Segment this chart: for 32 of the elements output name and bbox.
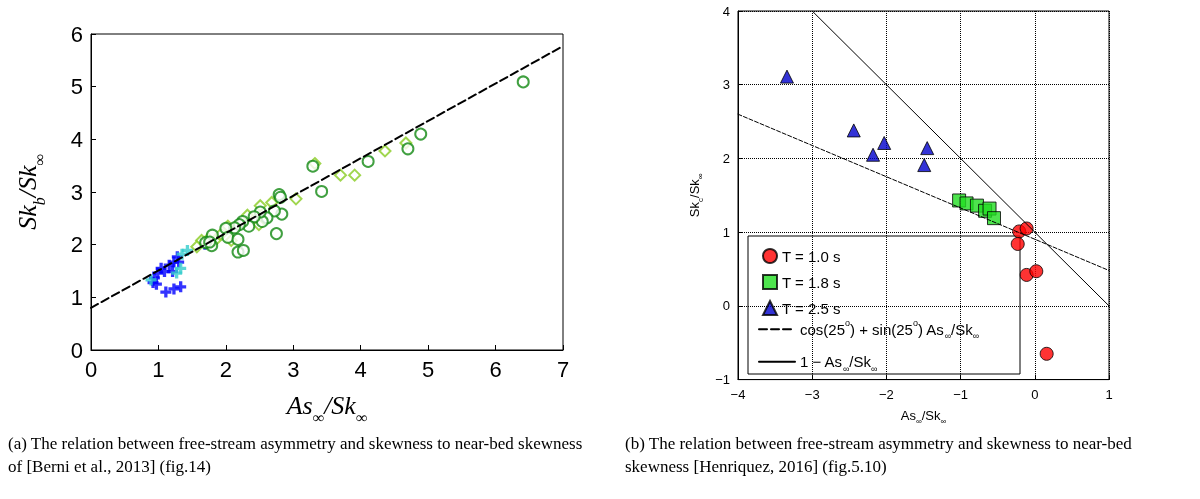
y-tick-label: 3 (70, 179, 83, 205)
x-tick-label: 5 (422, 356, 435, 382)
y-tick-label: 2 (722, 150, 730, 166)
x-tick-label: 6 (489, 356, 502, 382)
x-tick-label: −3 (804, 386, 820, 402)
y-tick-label: 0 (722, 298, 730, 314)
y-tick-label: 4 (722, 3, 730, 19)
y-tick-label: 1 (70, 284, 83, 310)
legend-label: 1 − As∞/Sk∞ (800, 353, 878, 374)
y-axis-title: Skb/Sk∞ (13, 154, 48, 230)
x-tick-label: 0 (1031, 386, 1039, 402)
y-tick-label: 4 (70, 126, 83, 152)
text: (b) The relation between free-stream asymmetry and skewness to near-bed skewness [Henriquez, 2016] (fig.5.10) (625, 433, 1133, 478)
x-tick-label: 1 (152, 356, 165, 382)
y-tick-label: 1 (722, 224, 730, 240)
x-tick-label: −2 (878, 386, 894, 402)
y-tick-label: 2 (70, 232, 83, 258)
x-tick-label: 2 (219, 356, 232, 382)
y-tick-label: 5 (70, 74, 83, 100)
y-tick-label: 0 (70, 337, 83, 363)
x-tick-label: 7 (556, 356, 570, 382)
y-tick-label: 3 (722, 77, 730, 93)
text: (a) The relation between free-stream asymmetry and skewness to near-bed skewness of [Berni et al., 2013] (fig.14) (8, 433, 584, 478)
x-axis-title: As∞/Sk∞ (284, 391, 368, 426)
x-axis-title: As∞/Sk∞ (900, 407, 947, 426)
y-axis-title: Skc/Sk∞ (687, 173, 705, 218)
x-tick-label: −1 (953, 386, 969, 402)
x-tick-label: −4 (730, 386, 746, 402)
y-tick-label: 6 (70, 21, 83, 47)
x-tick-label: 4 (354, 356, 367, 382)
x-tick-label: 1 (1105, 386, 1113, 402)
x-tick-label: 3 (287, 356, 300, 382)
